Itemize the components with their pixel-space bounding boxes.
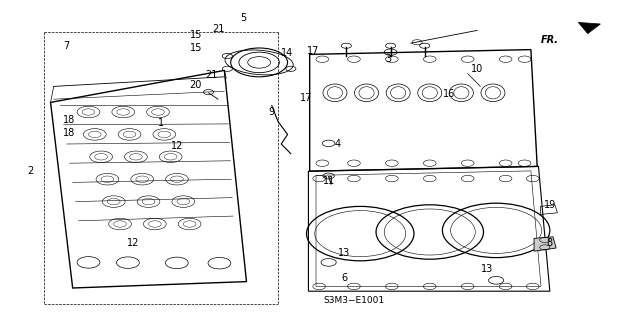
Polygon shape: [534, 237, 556, 251]
Text: 9: 9: [269, 107, 275, 117]
Text: 21: 21: [212, 24, 224, 34]
Text: 13: 13: [338, 248, 351, 258]
Text: S3M3−E1001: S3M3−E1001: [324, 296, 384, 305]
Text: 20: 20: [190, 80, 202, 90]
Text: 17: 17: [300, 92, 313, 103]
Text: 17: 17: [307, 46, 319, 56]
Text: 18: 18: [63, 128, 76, 138]
Text: 12: 12: [171, 140, 183, 151]
Text: 3: 3: [386, 54, 392, 64]
Text: 10: 10: [471, 64, 483, 74]
Text: 13: 13: [480, 264, 493, 274]
Text: 2: 2: [27, 166, 33, 176]
Polygon shape: [578, 22, 600, 34]
Text: 19: 19: [544, 200, 556, 210]
Text: 18: 18: [63, 115, 76, 125]
Text: 16: 16: [442, 89, 455, 100]
Text: 11: 11: [322, 176, 335, 186]
Text: 15: 15: [190, 30, 202, 40]
Text: FR.: FR.: [541, 35, 559, 45]
Text: 12: 12: [126, 238, 139, 248]
Text: 4: 4: [335, 139, 341, 149]
Text: 21: 21: [205, 70, 218, 80]
Text: 1: 1: [158, 118, 164, 128]
Text: 15: 15: [190, 43, 202, 53]
Text: 8: 8: [547, 238, 553, 248]
Text: 5: 5: [240, 12, 246, 23]
Text: 14: 14: [281, 48, 294, 58]
Text: 7: 7: [63, 41, 70, 52]
Text: 6: 6: [341, 273, 348, 284]
